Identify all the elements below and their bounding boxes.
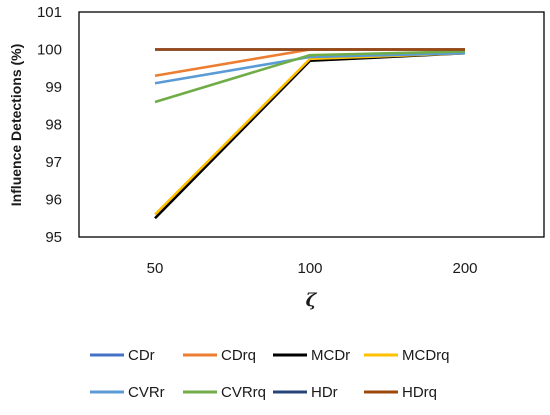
y-tick-label: 101 bbox=[37, 4, 62, 21]
x-axis-title: ζ bbox=[306, 290, 318, 311]
x-tick-label: 50 bbox=[147, 260, 164, 277]
plot-area bbox=[78, 11, 545, 238]
legend-label-mcdrq: MCDrq bbox=[402, 347, 450, 364]
x-tick-label: 200 bbox=[452, 260, 477, 277]
y-tick-label: 97 bbox=[45, 154, 62, 171]
x-tick-label: 100 bbox=[297, 260, 322, 277]
series-line-cvrrq bbox=[154, 50, 466, 104]
y-tick-label: 99 bbox=[45, 79, 62, 96]
y-tick-labels: 95 96 97 98 99 100 101 bbox=[37, 4, 62, 246]
legend-label-cdrq: CDrq bbox=[221, 347, 256, 364]
series-lines bbox=[154, 48, 466, 220]
x-tick-labels: 50 100 200 bbox=[147, 260, 478, 277]
y-tick-label: 100 bbox=[37, 42, 62, 59]
y-tick-label: 96 bbox=[45, 192, 62, 209]
legend-label-cdr: CDr bbox=[128, 347, 155, 364]
legend: CDr CDrq MCDr MCDrq CVRr CVRrq HDr HDrq bbox=[90, 347, 450, 401]
series-line-mcdrq bbox=[154, 51, 466, 216]
legend-label-hdrq: HDrq bbox=[402, 384, 437, 401]
legend-label-cvrrq: CVRrq bbox=[221, 384, 266, 401]
y-tick-label: 98 bbox=[45, 117, 62, 134]
series-line-mcdr bbox=[154, 51, 466, 220]
y-axis-title: Influence Detections (%) bbox=[8, 44, 24, 207]
legend-label-cvrr: CVRr bbox=[128, 384, 165, 401]
series-line-cvrr bbox=[154, 51, 466, 85]
legend-label-hdr: HDr bbox=[311, 384, 338, 401]
legend-label-mcdr: MCDr bbox=[311, 347, 350, 364]
y-tick-label: 95 bbox=[45, 229, 62, 246]
